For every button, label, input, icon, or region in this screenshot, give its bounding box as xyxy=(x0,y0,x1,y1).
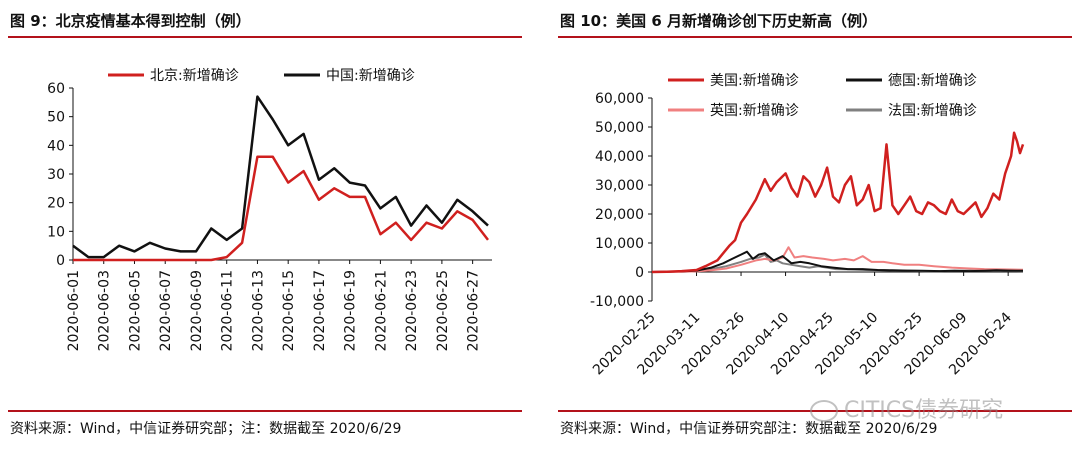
left-y-tick-label: 0 xyxy=(56,253,65,269)
left-x-tick-label: 2020-06-25 xyxy=(435,270,451,351)
uk-line xyxy=(651,246,1024,273)
left-x-tick-label: 2020-06-09 xyxy=(189,270,205,351)
left-y-tick-label: 40 xyxy=(47,138,65,154)
left-y-tick-label: 60 xyxy=(47,81,65,97)
left-legend-label: 中国:新增确诊 xyxy=(326,68,415,84)
left-x-tick-label: 2020-06-13 xyxy=(250,270,266,351)
left-chart-panel: 图 9：北京疫情基本得到控制（例） 资料来源：Wind，中信证券研究部；注：数据… xyxy=(0,0,530,461)
left-x-tick-label: 2020-06-23 xyxy=(404,270,420,351)
left-x-tick-label: 2020-06-19 xyxy=(343,270,359,351)
right-legend-label: 法国:新增确诊 xyxy=(888,103,977,119)
left-y-tick-label: 50 xyxy=(47,110,65,126)
left-x-tick-label: 2020-06-07 xyxy=(158,270,174,351)
watermark: CITICS债券研究 xyxy=(810,392,1003,424)
left-y-tick-label: 10 xyxy=(47,224,65,240)
left-chart-source: 资料来源：Wind，中信证券研究部；注：数据截至 2020/6/29 xyxy=(10,421,402,437)
left-y-tick-label: 20 xyxy=(47,196,65,212)
right-y-tick-label: 0 xyxy=(635,265,644,281)
right-chart-source: 资料来源：Wind，中信证券研究部注：数据截至 2020/6/29 xyxy=(560,421,938,437)
left-x-tick-label: 2020-06-27 xyxy=(466,270,482,351)
wechat-icon xyxy=(810,400,838,422)
right-legend-label: 德国:新增确诊 xyxy=(888,73,977,89)
germany-line xyxy=(651,250,1024,273)
left-x-tick-label: 2020-06-21 xyxy=(373,270,389,351)
right-y-tick-label: -10,000 xyxy=(590,294,644,310)
right-y-tick-label: 10,000 xyxy=(595,236,644,252)
right-y-tick-label: 20,000 xyxy=(595,207,644,223)
left-bottom-rule xyxy=(8,410,522,412)
left-x-tick-label: 2020-06-05 xyxy=(127,270,143,351)
left-chart-title: 图 9：北京疫情基本得到控制（例） xyxy=(10,12,251,30)
right-y-tick-label: 60,000 xyxy=(595,91,644,107)
left-top-rule xyxy=(8,36,522,38)
left-x-tick-label: 2020-06-11 xyxy=(220,270,236,351)
us-line xyxy=(651,131,1025,274)
left-y-tick-label: 30 xyxy=(47,167,65,183)
right-legend-label: 英国:新增确诊 xyxy=(710,102,799,119)
left-x-tick-label: 2020-06-17 xyxy=(312,270,328,351)
left-legend-label: 北京:新增确诊 xyxy=(150,68,239,84)
right-y-tick-label: 50,000 xyxy=(595,120,644,136)
right-legend-label: 美国:新增确诊 xyxy=(710,73,799,89)
left-x-tick-label: 2020-06-03 xyxy=(97,270,113,351)
beijing-line xyxy=(73,155,489,262)
right-chart-title: 图 10：美国 6 月新增确诊创下历史新高（例） xyxy=(560,12,877,30)
watermark-text: CITICS债券研究 xyxy=(844,398,1004,423)
france-line xyxy=(651,253,1024,273)
right-y-tick-label: 30,000 xyxy=(595,178,644,194)
right-y-tick-label: 40,000 xyxy=(595,149,644,165)
left-x-tick-label: 2020-06-01 xyxy=(66,270,82,351)
right-top-rule xyxy=(558,36,1072,38)
china-line xyxy=(72,95,489,259)
left-x-tick-label: 2020-06-15 xyxy=(281,270,297,351)
